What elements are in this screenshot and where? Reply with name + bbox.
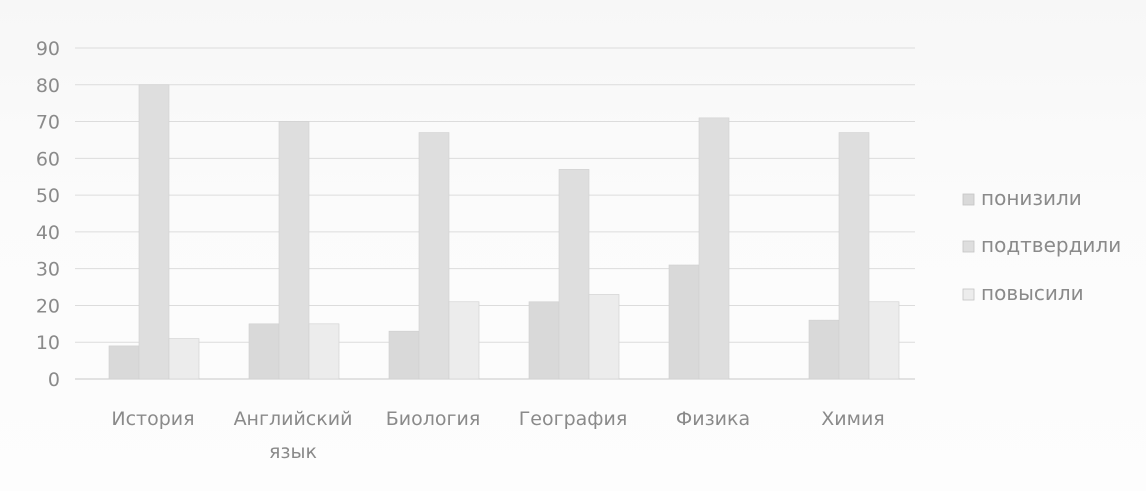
bar-подтвердили-0 [138, 84, 170, 380]
y-tick-label: 0 [48, 369, 60, 391]
bar-подтвердили-5 [838, 132, 870, 380]
x-tick-label: Физика [676, 408, 750, 430]
legend-label: понизили [981, 186, 1082, 210]
bar-подтвердили-1 [278, 121, 310, 380]
bar-понизили-3 [528, 301, 560, 380]
x-axis: История Английский язык Биология География Фи… [111, 408, 884, 463]
x-tick-label: Биология [386, 408, 481, 430]
bars [108, 84, 900, 380]
legend-swatch [962, 240, 975, 253]
x-tick-label: Английский язык [234, 408, 353, 463]
y-tick-label: 10 [36, 332, 60, 354]
x-tick-label: Химия [821, 408, 884, 430]
legend: понизили подтвердили повысили [962, 186, 1121, 305]
y-axis: 0 10 20 30 40 50 60 70 80 90 [36, 38, 60, 391]
bar-подтвердили-3 [558, 169, 590, 380]
y-tick-label: 70 [36, 112, 60, 134]
y-tick-label: 50 [36, 185, 60, 207]
gridlines [75, 47, 915, 380]
x-tick-label: География [519, 408, 628, 430]
y-tick-label: 60 [36, 148, 60, 170]
bar-подтвердили-2 [418, 132, 450, 380]
bar-повысили-2 [448, 301, 480, 380]
x-tick-label: История [111, 408, 194, 430]
y-tick-label: 20 [36, 295, 60, 317]
bar-подтвердили-4 [698, 117, 730, 380]
bar-понизили-5 [808, 319, 840, 380]
y-tick-label: 80 [36, 75, 60, 97]
y-tick-label: 30 [36, 259, 60, 281]
bar-понизили-0 [108, 345, 140, 380]
bar-понизили-4 [668, 264, 700, 380]
legend-swatch [962, 288, 975, 301]
y-tick-label: 40 [36, 222, 60, 244]
bar-повысили-3 [588, 294, 620, 380]
legend-label: подтвердили [981, 233, 1121, 257]
legend-swatch [962, 193, 975, 206]
bar-понизили-2 [388, 330, 420, 380]
bar-понизили-1 [248, 323, 280, 380]
legend-label: повысили [981, 281, 1084, 305]
y-tick-label: 90 [36, 38, 60, 60]
bar-повысили-5 [868, 301, 900, 380]
bar-повысили-0 [168, 338, 200, 380]
bar-повысили-1 [308, 323, 340, 380]
